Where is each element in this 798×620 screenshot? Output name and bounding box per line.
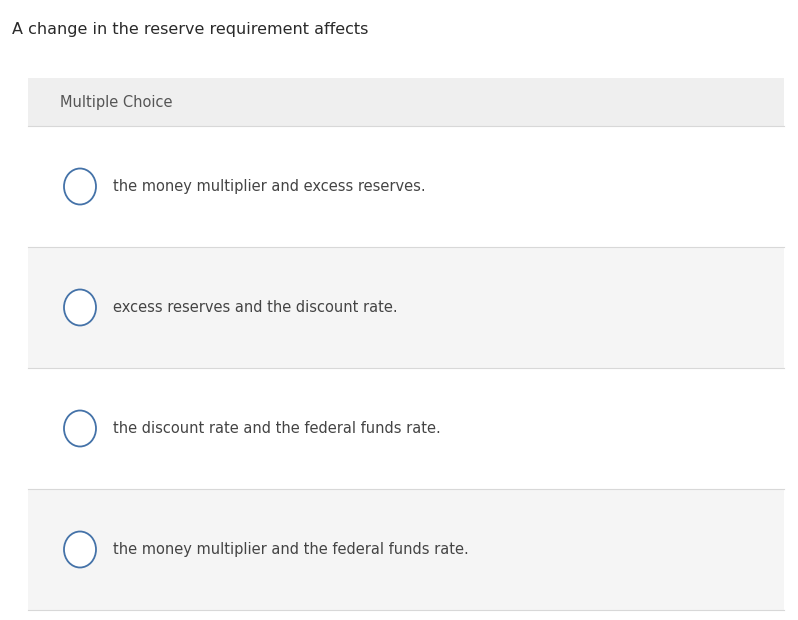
Bar xyxy=(28,247,784,368)
Text: the money multiplier and excess reserves.: the money multiplier and excess reserves… xyxy=(113,179,425,194)
Text: the money multiplier and the federal funds rate.: the money multiplier and the federal fun… xyxy=(113,542,468,557)
Text: the discount rate and the federal funds rate.: the discount rate and the federal funds … xyxy=(113,421,440,436)
Ellipse shape xyxy=(64,290,96,326)
Text: Multiple Choice: Multiple Choice xyxy=(60,94,172,110)
Text: A change in the reserve requirement affects: A change in the reserve requirement affe… xyxy=(12,22,369,37)
Ellipse shape xyxy=(64,410,96,446)
Ellipse shape xyxy=(64,531,96,567)
Bar xyxy=(28,489,784,610)
Bar xyxy=(28,368,784,489)
Bar xyxy=(28,78,784,126)
Bar xyxy=(28,126,784,247)
Text: excess reserves and the discount rate.: excess reserves and the discount rate. xyxy=(113,300,397,315)
Ellipse shape xyxy=(64,169,96,205)
